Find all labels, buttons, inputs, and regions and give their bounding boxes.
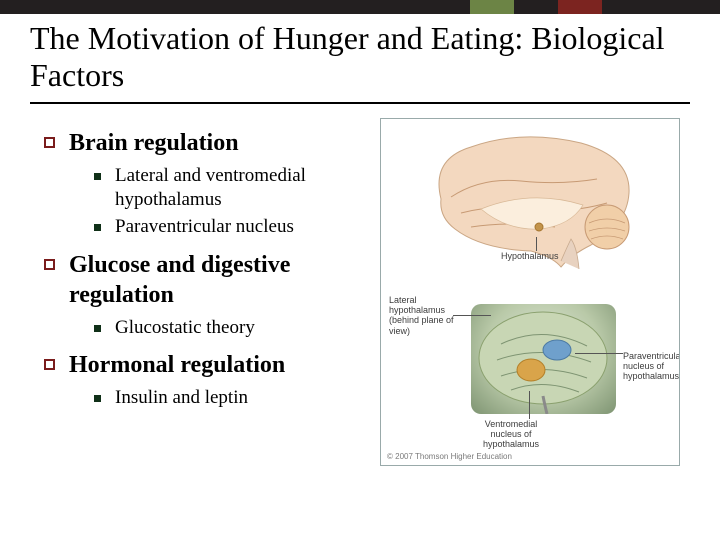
sub-bullet-label: Lateral and ventromedial hypothalamus bbox=[115, 164, 374, 213]
sub-bullet-label: Paraventricular nucleus bbox=[115, 215, 294, 240]
main-bullet-label: Glucose and digestive regulation bbox=[69, 250, 374, 310]
sub-bullet: Lateral and ventromedial hypothalamus bbox=[94, 164, 374, 213]
main-bullet-label: Brain regulation bbox=[69, 128, 239, 158]
open-square-icon bbox=[44, 259, 55, 270]
brain-figure: Hypothalamus Lateral hypothalamus (behin… bbox=[380, 118, 680, 466]
solid-square-icon bbox=[94, 325, 101, 332]
open-square-icon bbox=[44, 137, 55, 148]
sub-bullet: Paraventricular nucleus bbox=[94, 215, 374, 240]
figure-copyright: © 2007 Thomson Higher Education bbox=[387, 452, 512, 461]
leader-line bbox=[529, 391, 530, 419]
label-lateral-hypothalamus: Lateral hypothalamus (behind plane of vi… bbox=[389, 295, 455, 336]
band-segment bbox=[0, 0, 470, 14]
leader-line bbox=[575, 353, 623, 354]
sub-bullet: Glucostatic theory bbox=[94, 316, 374, 341]
sub-bullet-list: Lateral and ventromedial hypothalamusPar… bbox=[94, 164, 374, 240]
solid-square-icon bbox=[94, 224, 101, 231]
sub-bullet-label: Glucostatic theory bbox=[115, 316, 255, 341]
main-bullet-label: Hormonal regulation bbox=[69, 350, 285, 380]
bullet-column: Brain regulation Lateral and ventromedial… bbox=[44, 118, 374, 466]
decorative-top-band bbox=[0, 0, 720, 14]
band-segment bbox=[602, 0, 720, 14]
band-segment bbox=[558, 0, 602, 14]
sub-bullet-list: Insulin and leptin bbox=[94, 386, 374, 411]
brain-sagittal-illustration bbox=[421, 129, 641, 269]
main-bullet: Glucose and digestive regulation bbox=[44, 250, 374, 310]
sub-bullet: Insulin and leptin bbox=[94, 386, 374, 411]
main-bullet: Hormonal regulation bbox=[44, 350, 374, 380]
title-container: The Motivation of Hunger and Eating: Bio… bbox=[0, 14, 720, 96]
sub-bullet-list: Glucostatic theory bbox=[94, 316, 374, 341]
figure-column: Hypothalamus Lateral hypothalamus (behin… bbox=[374, 118, 674, 466]
label-ventromedial: Ventromedial nucleus of hypothalamus bbox=[471, 419, 551, 450]
open-square-icon bbox=[44, 359, 55, 370]
band-segment bbox=[470, 0, 514, 14]
label-hypothalamus: Hypothalamus bbox=[501, 251, 559, 261]
leader-line bbox=[453, 315, 491, 316]
label-paraventricular: Paraventricular nucleus of hypothalamus bbox=[623, 351, 677, 382]
leader-line bbox=[536, 237, 537, 251]
content-row: Brain regulation Lateral and ventromedial… bbox=[0, 104, 720, 466]
slide-title: The Motivation of Hunger and Eating: Bio… bbox=[30, 20, 690, 94]
band-segment bbox=[514, 0, 558, 14]
hypothalamus-detail-illustration bbox=[471, 304, 616, 414]
solid-square-icon bbox=[94, 173, 101, 180]
main-bullet: Brain regulation bbox=[44, 128, 374, 158]
solid-square-icon bbox=[94, 395, 101, 402]
sub-bullet-label: Insulin and leptin bbox=[115, 386, 248, 411]
